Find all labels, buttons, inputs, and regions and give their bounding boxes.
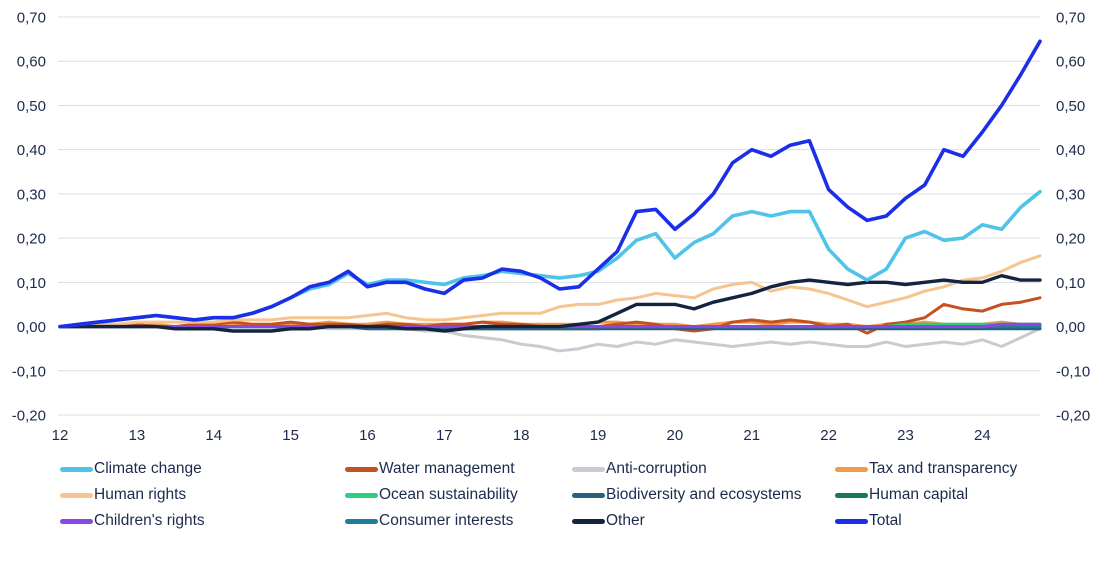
legend-swatch [835, 518, 868, 524]
legend-item-climate-change: Climate change [60, 460, 345, 477]
y-axis-label-right: 0,60 [1056, 54, 1085, 71]
series-line-other [58, 274, 1042, 333]
x-axis-label: 17 [436, 427, 453, 444]
legend-label: Anti-corruption [606, 460, 707, 477]
x-axis-label: 22 [820, 427, 837, 444]
legend-item-total: Total [835, 512, 1070, 529]
x-axis-label: 14 [205, 427, 222, 444]
y-axis-label-right: 0,70 [1056, 10, 1085, 27]
legend-swatch [345, 492, 378, 498]
y-axis-label-left: -0,20 [12, 408, 46, 425]
line-chart: 0,70 0,70 0,60 0,60 0,50 0,50 0,40 0,40 0,30 0,30… [12, 10, 1090, 445]
legend-swatch [835, 466, 868, 472]
x-axis-label: 18 [513, 427, 530, 444]
y-axis-label-right: -0,20 [1056, 408, 1090, 425]
legend-item-other: Other [572, 512, 835, 529]
x-axis-label: 13 [129, 427, 146, 444]
legend-swatch [572, 518, 605, 524]
legend-item-human-rights: Human rights [60, 486, 345, 503]
legend-swatch [60, 518, 93, 524]
y-axis-label-left: 0,30 [17, 186, 46, 203]
x-axis-label: 19 [590, 427, 607, 444]
legend-label: Ocean sustainability [379, 486, 518, 503]
legend-label: Total [869, 512, 902, 529]
legend-swatch [572, 466, 605, 472]
legend-item-tax-and-transparency: Tax and transparency [835, 460, 1070, 477]
legend-label: Other [606, 512, 645, 529]
y-axis-label-right: 0,50 [1056, 98, 1085, 115]
y-axis-label-left: 0,10 [17, 275, 46, 292]
y-axis-label-right: 0,30 [1056, 186, 1085, 203]
legend-item-ocean-sustainability: Ocean sustainability [345, 486, 572, 503]
legend-label: Biodiversity and ecosystems [606, 486, 802, 503]
series-line-human-rights [58, 254, 1042, 329]
legend-label: Human rights [94, 486, 187, 503]
legend-label: Tax and transparency [869, 460, 1018, 477]
legend-label: Climate change [94, 460, 202, 477]
y-axis-label-left: -0,10 [12, 363, 46, 380]
legend-label: Human capital [869, 486, 969, 503]
x-axis-label: 21 [743, 427, 760, 444]
chart-legend: Climate change Water management Anti-corru… [60, 460, 1070, 529]
legend-swatch [60, 466, 93, 472]
series-line-total [58, 39, 1042, 329]
legend-item-anti-corruption: Anti-corruption [572, 460, 835, 477]
legend-label: Water management [379, 460, 515, 477]
legend-label: Consumer interests [379, 512, 514, 529]
y-axis-label-right: 0,20 [1056, 231, 1085, 248]
y-axis-label-left: 0,50 [17, 98, 46, 115]
x-axis-label: 20 [667, 427, 684, 444]
legend-item-consumer-interests: Consumer interests [345, 512, 572, 529]
x-axis-label: 15 [282, 427, 299, 444]
legend-item-children-s-rights: Children's rights [60, 512, 345, 529]
y-axis-label-right: 0,10 [1056, 275, 1085, 292]
x-axis-label: 12 [52, 427, 69, 444]
y-axis-label-right: 0,00 [1056, 319, 1085, 336]
legend-item-human-capital: Human capital [835, 486, 1070, 503]
x-axis-label: 23 [897, 427, 914, 444]
y-axis-label-left: 0,00 [17, 319, 46, 336]
legend-item-biodiversity-and-ecosystems: Biodiversity and ecosystems [572, 486, 835, 503]
y-axis-label-right: -0,10 [1056, 363, 1090, 380]
y-axis-label-left: 0,40 [17, 142, 46, 159]
legend-swatch [345, 466, 378, 472]
legend-label: Children's rights [94, 512, 205, 529]
x-axis-label: 16 [359, 427, 376, 444]
legend-swatch [345, 518, 378, 524]
legend-swatch [835, 492, 868, 498]
y-axis-label-left: 0,20 [17, 231, 46, 248]
y-axis-label-left: 0,60 [17, 54, 46, 71]
legend-item-water-management: Water management [345, 460, 572, 477]
legend-swatch [60, 492, 93, 498]
y-axis-label-right: 0,40 [1056, 142, 1085, 159]
x-axis-label: 24 [974, 427, 991, 444]
legend-swatch [572, 492, 605, 498]
y-axis-label-left: 0,70 [17, 10, 46, 27]
